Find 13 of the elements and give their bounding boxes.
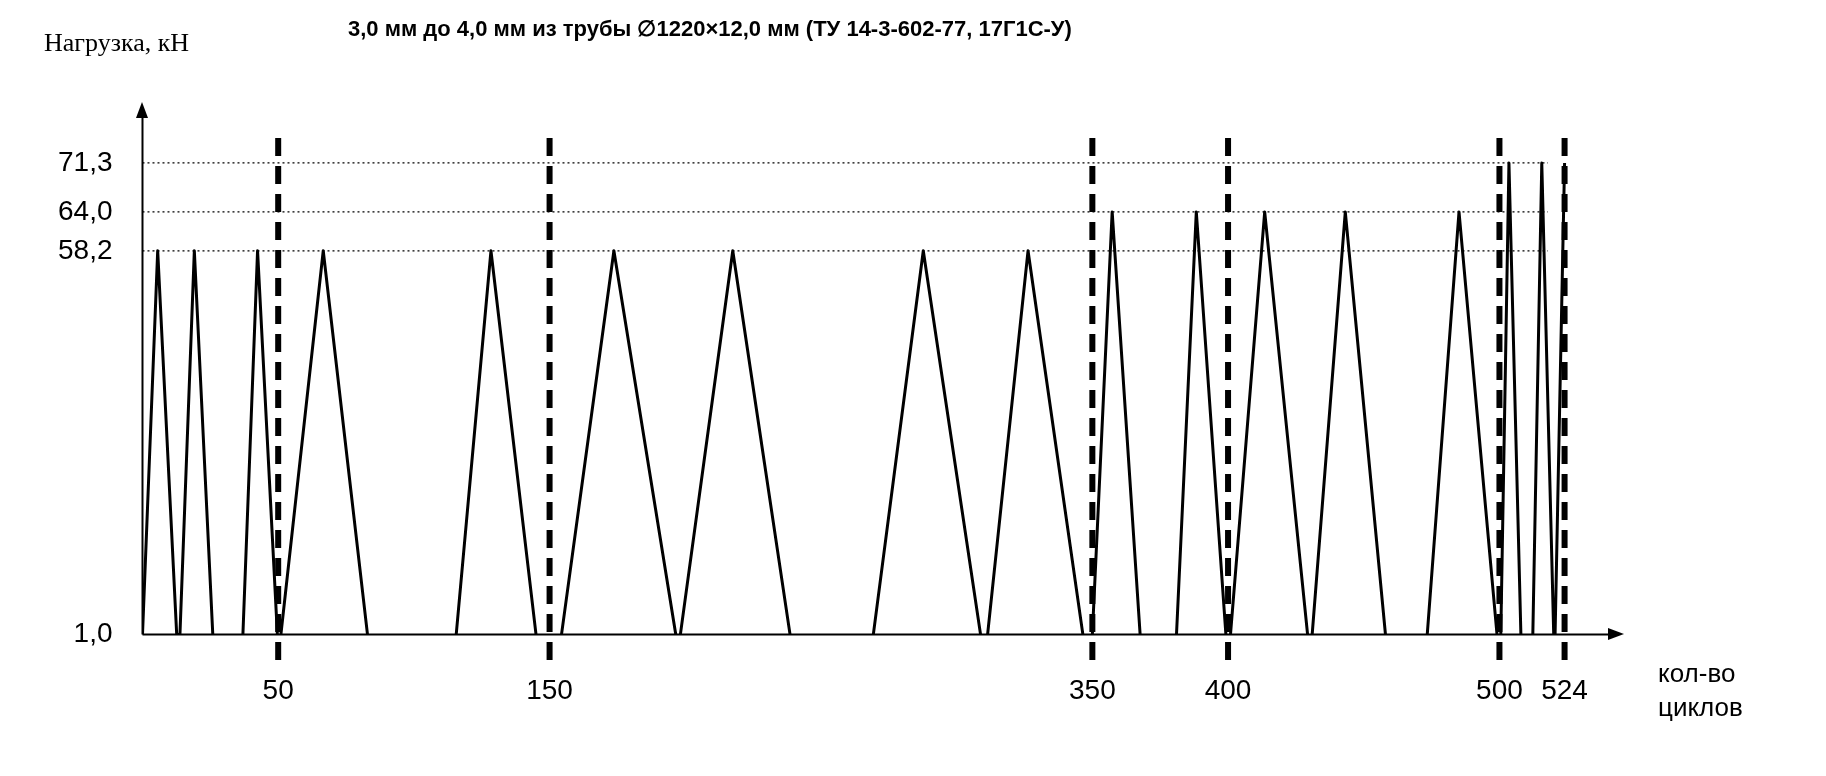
x-tick-label: 150 (526, 673, 573, 705)
x-tick-label: 524 (1541, 673, 1588, 705)
x-tick-label: 400 (1204, 673, 1252, 705)
x-tick-label: 350 (1069, 673, 1116, 705)
x-tick-label: 50 (262, 673, 294, 705)
chart-title: 3,0 мм до 4,0 мм из трубы ∅1220×12,0 мм (ТУ 14-3-602-77, 17Г1С-У) (348, 16, 1072, 42)
y-tick-label: 1,0 (73, 617, 113, 649)
x-axis-title: кол-во циклов (1658, 657, 1743, 722)
y-tick-label: 58,2 (58, 233, 113, 265)
y-tick-label: 71,3 (58, 145, 113, 177)
y-axis-title: Нагрузка, кН (44, 27, 190, 57)
x-tick-label: 500 (1476, 673, 1523, 705)
y-tick-label: 64,0 (58, 194, 113, 226)
